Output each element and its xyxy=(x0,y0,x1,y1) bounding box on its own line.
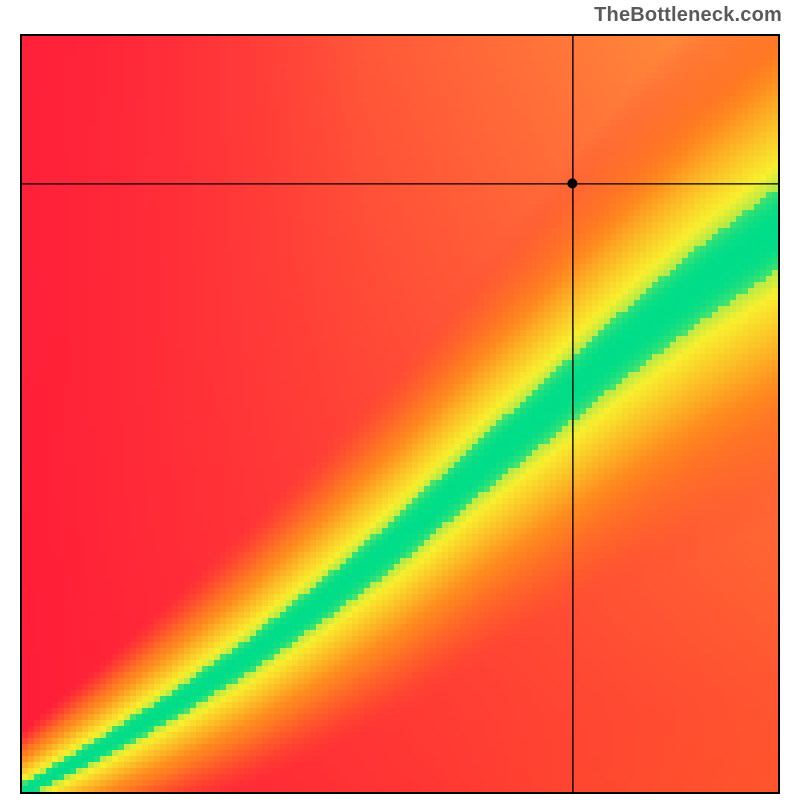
heatmap-canvas xyxy=(22,36,778,792)
watermark-label: TheBottleneck.com xyxy=(594,4,782,27)
heatmap-plot xyxy=(20,34,780,794)
